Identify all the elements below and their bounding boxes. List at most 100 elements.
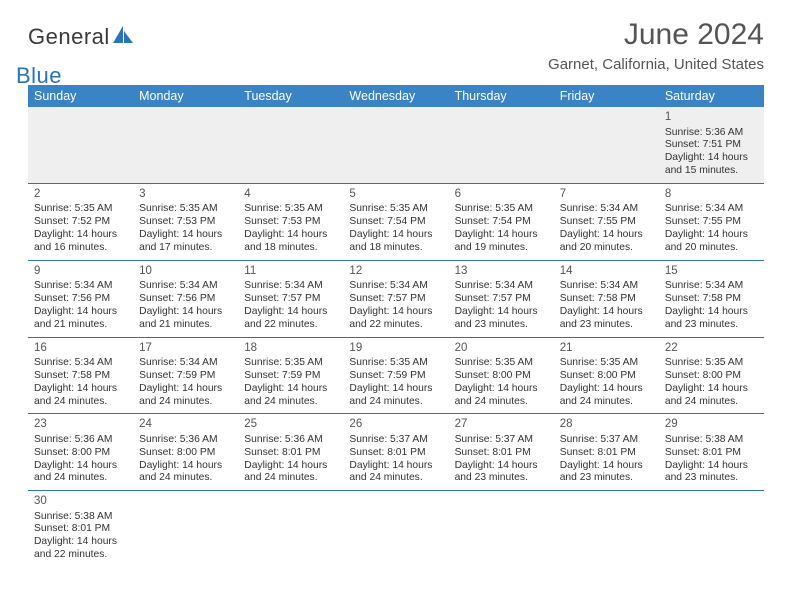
day-cell: 3Sunrise: 5:35 AMSunset: 7:53 PMDaylight… — [133, 184, 238, 260]
day-info-line: Sunset: 8:01 PM — [560, 447, 653, 460]
day-info-line: and 15 minutes. — [665, 165, 758, 178]
day-info-line: Sunrise: 5:35 AM — [244, 357, 337, 370]
day-cell: 12Sunrise: 5:34 AMSunset: 7:57 PMDayligh… — [343, 261, 448, 337]
day-info-line: Sunrise: 5:37 AM — [455, 434, 548, 447]
calendar: Sunday Monday Tuesday Wednesday Thursday… — [28, 85, 764, 567]
day-number: 2 — [34, 187, 127, 201]
day-info-line: and 18 minutes. — [349, 242, 442, 255]
day-cell: 9Sunrise: 5:34 AMSunset: 7:56 PMDaylight… — [28, 261, 133, 337]
day-info-line: Daylight: 14 hours — [34, 460, 127, 473]
day-cell: 21 Sunrise: 5:35 AMSunset: 8:00 PMDayligh… — [554, 338, 659, 414]
day-info-line: Sunrise: 5:35 AM — [139, 203, 232, 216]
day-info-line: Sunrise: 5:34 AM — [349, 280, 442, 293]
day-info-line: Sunset: 8:01 PM — [349, 447, 442, 460]
day-info-line: Sunrise: 5:35 AM — [665, 357, 758, 370]
day-info-line: and 24 minutes. — [665, 396, 758, 409]
sail-icon — [112, 25, 134, 51]
day-cell: 10Sunrise: 5:34 AMSunset: 7:56 PMDayligh… — [133, 261, 238, 337]
day-cell: 15Sunrise: 5:34 AMSunset: 7:58 PMDayligh… — [659, 261, 764, 337]
day-info-line: and 24 minutes. — [139, 396, 232, 409]
day-info-line: and 22 minutes. — [244, 319, 337, 332]
day-info-line: Daylight: 14 hours — [34, 306, 127, 319]
day-number: 15 — [665, 264, 758, 278]
day-info-line: Sunset: 8:01 PM — [665, 447, 758, 460]
day-info-line: Daylight: 14 hours — [244, 306, 337, 319]
day-info-line: Sunset: 7:56 PM — [139, 293, 232, 306]
day-info-line: Sunrise: 5:36 AM — [34, 434, 127, 447]
day-info-line: Sunset: 7:59 PM — [349, 370, 442, 383]
day-cell: 18Sunrise: 5:35 AMSunset: 7:59 PMDayligh… — [238, 338, 343, 414]
day-info-line: Sunset: 7:53 PM — [139, 216, 232, 229]
title-block: June 2024 Garnet, California, United Sta… — [548, 18, 764, 73]
day-number: 16 — [34, 341, 127, 355]
empty-cell — [449, 107, 554, 183]
day-info-line: and 24 minutes. — [349, 472, 442, 485]
day-cell: 2Sunrise: 5:35 AMSunset: 7:52 PMDaylight… — [28, 184, 133, 260]
day-info-line: Sunrise: 5:34 AM — [34, 357, 127, 370]
day-info-line: and 22 minutes. — [34, 549, 127, 562]
day-info-line: Daylight: 14 hours — [560, 383, 653, 396]
day-number: 11 — [244, 264, 337, 278]
day-info-line: Sunrise: 5:34 AM — [244, 280, 337, 293]
day-number: 25 — [244, 417, 337, 431]
day-info-line: Daylight: 14 hours — [139, 229, 232, 242]
day-number: 18 — [244, 341, 337, 355]
day-info-line: Daylight: 14 hours — [349, 306, 442, 319]
day-number: 7 — [560, 187, 653, 201]
day-info-line: Daylight: 14 hours — [560, 306, 653, 319]
day-number: 24 — [139, 417, 232, 431]
day-info-line: Daylight: 14 hours — [455, 306, 548, 319]
day-info-line: Sunrise: 5:38 AM — [34, 511, 127, 524]
day-info-line: and 20 minutes. — [560, 242, 653, 255]
week-row: 1Sunrise: 5:36 AMSunset: 7:51 PMDaylight… — [28, 107, 764, 184]
day-cell: 26Sunrise: 5:37 AMSunset: 8:01 PMDayligh… — [343, 414, 448, 490]
day-cell: 11Sunrise: 5:34 AMSunset: 7:57 PMDayligh… — [238, 261, 343, 337]
day-info-line: Sunrise: 5:35 AM — [560, 357, 653, 370]
week-row: 30Sunrise: 5:38 AMSunset: 8:01 PMDayligh… — [28, 491, 764, 567]
week-row: 9Sunrise: 5:34 AMSunset: 7:56 PMDaylight… — [28, 261, 764, 338]
day-info-line: Sunrise: 5:34 AM — [560, 280, 653, 293]
day-info-line: Sunrise: 5:35 AM — [455, 203, 548, 216]
day-number: 30 — [34, 494, 127, 508]
day-info-line: Daylight: 14 hours — [244, 229, 337, 242]
day-cell: 23Sunrise: 5:36 AMSunset: 8:00 PMDayligh… — [28, 414, 133, 490]
day-cell: 1Sunrise: 5:36 AMSunset: 7:51 PMDaylight… — [659, 107, 764, 183]
day-info-line: Daylight: 14 hours — [665, 460, 758, 473]
day-cell: 17Sunrise: 5:34 AMSunset: 7:59 PMDayligh… — [133, 338, 238, 414]
day-info-line: Daylight: 14 hours — [665, 306, 758, 319]
empty-cell — [133, 491, 238, 567]
day-info-line: and 21 minutes. — [34, 319, 127, 332]
day-info-line: Sunrise: 5:34 AM — [455, 280, 548, 293]
day-info-line: and 24 minutes. — [34, 396, 127, 409]
day-info-line: Daylight: 14 hours — [349, 229, 442, 242]
day-number: 21 — [560, 341, 653, 355]
day-number: 19 — [349, 341, 442, 355]
day-cell: 27Sunrise: 5:37 AMSunset: 8:01 PMDayligh… — [449, 414, 554, 490]
day-info-line: Daylight: 14 hours — [455, 383, 548, 396]
day-info-line: Sunset: 7:54 PM — [455, 216, 548, 229]
day-info-line: and 19 minutes. — [455, 242, 548, 255]
day-number: 4 — [244, 187, 337, 201]
day-info-line: Daylight: 14 hours — [560, 460, 653, 473]
day-info-line: and 24 minutes. — [34, 472, 127, 485]
empty-cell — [28, 107, 133, 183]
empty-cell — [554, 491, 659, 567]
location: Garnet, California, United States — [548, 56, 764, 73]
empty-cell — [449, 491, 554, 567]
empty-cell — [238, 491, 343, 567]
day-info-line: Sunrise: 5:37 AM — [349, 434, 442, 447]
day-cell: 14Sunrise: 5:34 AMSunset: 7:58 PMDayligh… — [554, 261, 659, 337]
day-info-line: and 23 minutes. — [560, 472, 653, 485]
day-info-line: and 23 minutes. — [455, 319, 548, 332]
dayname-row: Sunday Monday Tuesday Wednesday Thursday… — [28, 85, 764, 107]
day-info-line: and 16 minutes. — [34, 242, 127, 255]
day-info-line: and 22 minutes. — [349, 319, 442, 332]
day-info-line: Sunset: 8:00 PM — [560, 370, 653, 383]
day-info-line: Sunrise: 5:34 AM — [665, 280, 758, 293]
day-cell: 22Sunrise: 5:35 AMSunset: 8:00 PMDayligh… — [659, 338, 764, 414]
day-info-line: Sunrise: 5:35 AM — [349, 203, 442, 216]
day-info-line: Sunset: 8:01 PM — [34, 523, 127, 536]
day-info-line: Sunrise: 5:35 AM — [244, 203, 337, 216]
day-info-line: Sunrise: 5:34 AM — [34, 280, 127, 293]
day-cell: 29Sunrise: 5:38 AMSunset: 8:01 PMDayligh… — [659, 414, 764, 490]
